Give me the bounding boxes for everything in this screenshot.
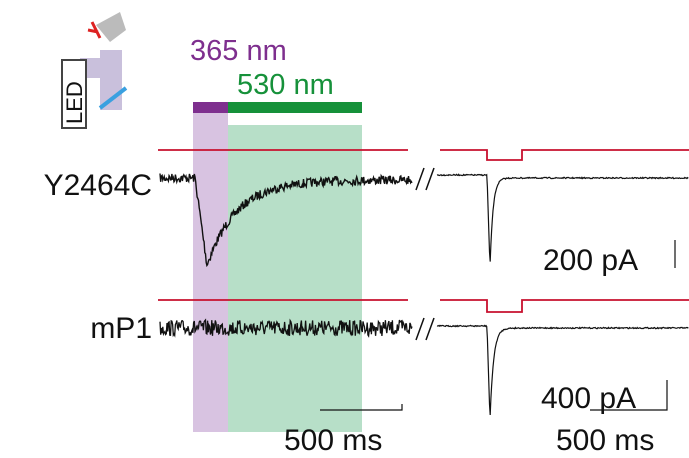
- led-label: LED: [62, 81, 87, 124]
- scale-time: 500 ms: [284, 424, 382, 457]
- green-region: [228, 125, 362, 432]
- current-trace: [436, 324, 689, 416]
- trace-label: mP1: [90, 312, 152, 345]
- stim-line: [158, 149, 689, 161]
- stim-line: [158, 299, 689, 313]
- green-bar: [228, 102, 362, 113]
- scale-time: 500 ms: [556, 424, 654, 457]
- scale-bar: [590, 380, 668, 411]
- led-icon: LED: [61, 12, 128, 129]
- uv-region: [193, 113, 228, 432]
- current-trace: [159, 318, 413, 338]
- mirror: [98, 86, 128, 110]
- current-trace: [436, 173, 689, 262]
- uv-bar: [193, 102, 228, 113]
- scale-bar: [320, 404, 403, 411]
- green-label: 530 nm: [237, 69, 334, 101]
- trace-label: Y2464C: [44, 169, 152, 202]
- scale-current: 400 pA: [541, 382, 636, 415]
- uv-label: 365 nm: [190, 35, 287, 67]
- light-path: [80, 58, 120, 78]
- light-arrow: [87, 21, 102, 39]
- led-box: [61, 59, 87, 129]
- current-trace: [159, 173, 413, 268]
- objective: [96, 12, 126, 42]
- scale-current: 200 pA: [543, 244, 638, 277]
- axis-break: [415, 167, 435, 341]
